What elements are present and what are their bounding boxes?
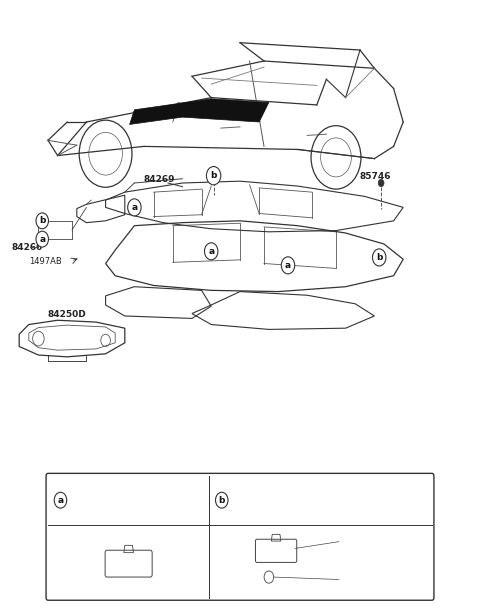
Text: b: b bbox=[218, 496, 225, 504]
Text: a: a bbox=[39, 235, 45, 243]
Circle shape bbox=[128, 199, 141, 216]
Text: 84250D: 84250D bbox=[48, 310, 87, 318]
Text: b: b bbox=[210, 171, 217, 180]
Circle shape bbox=[281, 257, 295, 274]
Text: b: b bbox=[39, 217, 46, 225]
Text: 84260: 84260 bbox=[12, 243, 43, 251]
Circle shape bbox=[204, 243, 218, 260]
Text: b: b bbox=[376, 253, 383, 262]
Text: a: a bbox=[208, 247, 214, 256]
Circle shape bbox=[206, 167, 221, 185]
Text: a: a bbox=[58, 496, 63, 504]
Text: 88901D: 88901D bbox=[344, 548, 379, 557]
Text: 1497AB: 1497AB bbox=[29, 257, 61, 265]
Text: 88902D: 88902D bbox=[344, 533, 379, 541]
Polygon shape bbox=[130, 99, 269, 124]
Text: a: a bbox=[132, 203, 137, 212]
Text: 84269: 84269 bbox=[144, 175, 176, 184]
Circle shape bbox=[54, 492, 67, 508]
Text: 85746: 85746 bbox=[360, 173, 392, 181]
Circle shape bbox=[216, 492, 228, 508]
Circle shape bbox=[36, 231, 48, 247]
FancyBboxPatch shape bbox=[46, 473, 434, 600]
Text: 89855B: 89855B bbox=[344, 575, 379, 584]
Text: 84277: 84277 bbox=[73, 495, 109, 505]
Text: a: a bbox=[285, 261, 291, 270]
Circle shape bbox=[36, 213, 48, 229]
Circle shape bbox=[378, 179, 384, 187]
Circle shape bbox=[372, 249, 386, 266]
